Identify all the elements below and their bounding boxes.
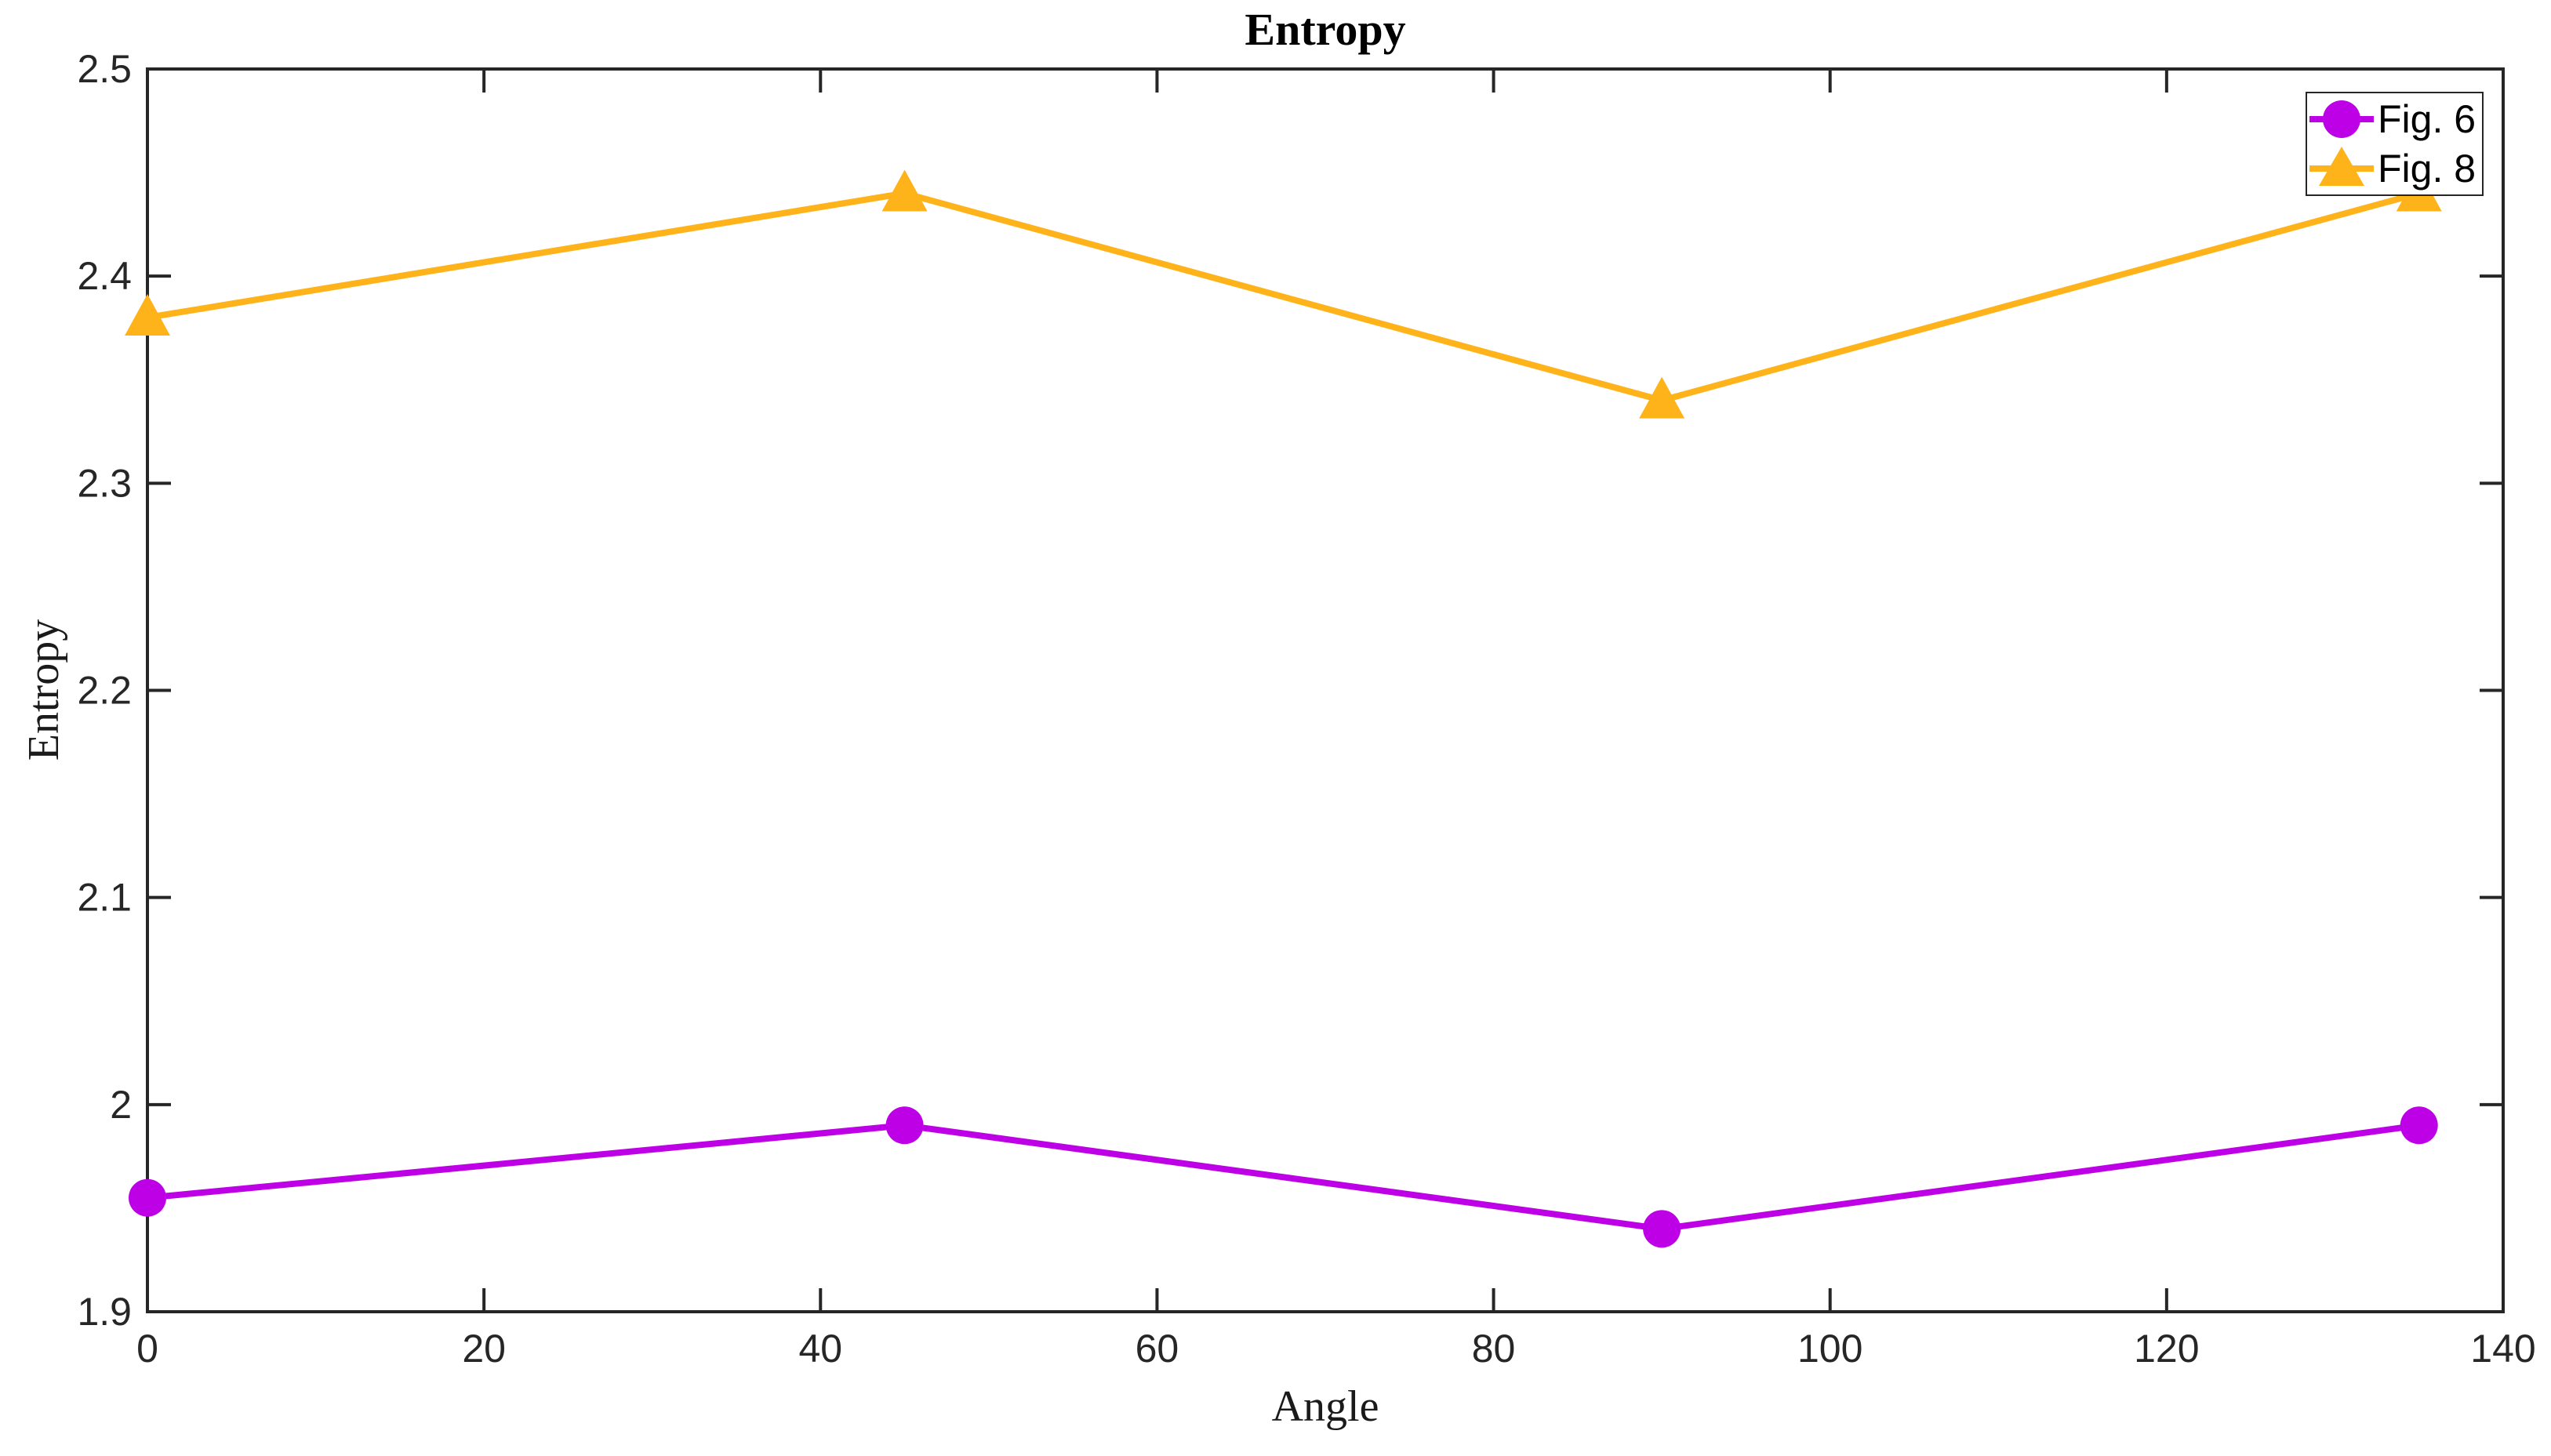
x-tick-label: 60 <box>1136 1327 1179 1371</box>
data-point-fig-6 <box>2400 1106 2438 1145</box>
x-tick-label: 20 <box>462 1327 506 1371</box>
x-tick-label: 40 <box>798 1327 842 1371</box>
data-point-fig-6 <box>1643 1210 1681 1248</box>
x-tick-label: 100 <box>1797 1327 1862 1371</box>
data-point-fig-6 <box>885 1106 924 1145</box>
x-tick-label: 120 <box>2134 1327 2199 1371</box>
chart-title: Entropy <box>1245 4 1406 55</box>
data-point-fig-8 <box>125 294 170 336</box>
y-tick-label: 2.1 <box>77 876 132 920</box>
legend-label: Fig. 8 <box>2378 146 2477 191</box>
y-axis-label: Entropy <box>20 619 68 761</box>
x-tick-label: 0 <box>136 1327 158 1371</box>
y-tick-label: 2.5 <box>77 47 132 91</box>
circle-marker-icon <box>2307 96 2376 142</box>
triangle-marker-icon <box>2307 146 2376 191</box>
x-axis-label: Angle <box>1271 1382 1379 1431</box>
y-tick-label: 2.3 <box>77 461 132 505</box>
y-tick-label: 2.4 <box>77 254 132 298</box>
legend-label: Fig. 6 <box>2378 97 2477 142</box>
y-tick-label: 1.9 <box>77 1290 132 1334</box>
legend-item: Fig. 8 <box>2307 145 2482 192</box>
legend: Fig. 6 Fig. 8 <box>2306 92 2484 196</box>
data-point-fig-6 <box>129 1178 166 1217</box>
series-line-fig-6 <box>147 1122 2420 1233</box>
legend-item: Fig. 6 <box>2307 96 2482 143</box>
axes-box <box>146 67 2505 1313</box>
x-tick-label: 80 <box>1472 1327 1516 1371</box>
y-tick-label: 2.2 <box>77 669 132 713</box>
series-line-fig-8 <box>147 190 2420 404</box>
y-tick-label: 2 <box>110 1083 132 1127</box>
data-point-fig-8 <box>1639 376 1685 419</box>
x-tick-label: 140 <box>2470 1327 2535 1371</box>
data-point-fig-8 <box>881 169 928 212</box>
